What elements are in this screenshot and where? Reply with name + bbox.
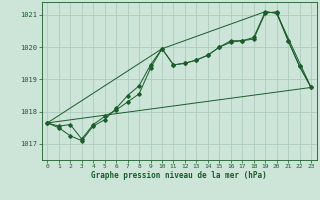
X-axis label: Graphe pression niveau de la mer (hPa): Graphe pression niveau de la mer (hPa) — [91, 171, 267, 180]
